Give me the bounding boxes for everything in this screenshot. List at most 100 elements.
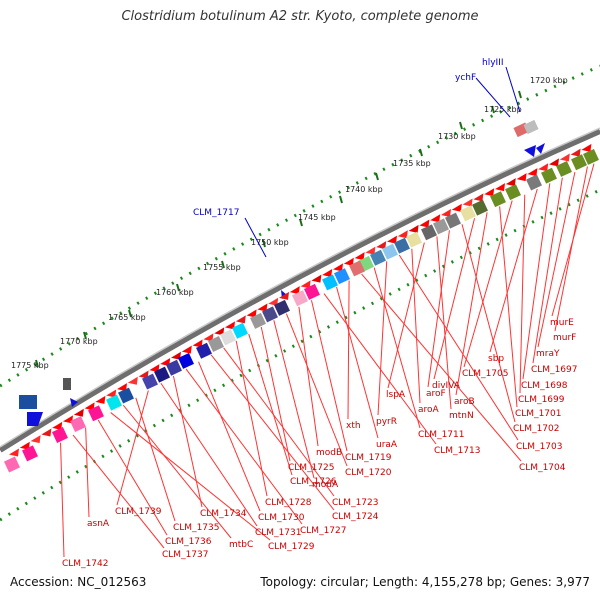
label-leader [160, 382, 258, 527]
label-leader [223, 347, 335, 497]
gene-arrow [70, 398, 78, 407]
gene-label: CLM_1739 [115, 507, 162, 517]
gene-arrow [516, 173, 527, 182]
label-leader [436, 236, 452, 410]
gene-label: CLM_1726 [290, 477, 337, 487]
gene-arrow [387, 235, 397, 244]
gene-arrow [430, 214, 441, 223]
scale-label: 1770 kbp [60, 337, 98, 346]
gene-arrow [333, 263, 343, 272]
scale-label: 1750 kbp [251, 238, 289, 247]
gene-arrow [570, 148, 581, 157]
gene-arrow [246, 309, 257, 318]
gene-arrow [160, 357, 171, 366]
gene-arrow [473, 193, 484, 202]
gene-label: CLM_1720 [345, 468, 392, 478]
gene-block [421, 224, 437, 241]
gene-arrow [214, 327, 225, 336]
gene-arrow [289, 286, 300, 295]
label-leader [475, 77, 511, 118]
label-leader [455, 212, 488, 396]
label-leader [60, 442, 65, 558]
label-leader [323, 293, 437, 445]
reverse-leaders [60, 163, 595, 558]
label-leader [387, 242, 425, 389]
gene-block [178, 352, 194, 369]
scale-ticks [35, 90, 522, 368]
label-leader [298, 306, 319, 447]
gene-block [232, 322, 248, 339]
label-leader [522, 183, 551, 380]
gene-label: CLM_1725 [288, 463, 334, 473]
label-leader [244, 217, 267, 258]
label-leader [97, 419, 168, 536]
gene-arrow [279, 291, 289, 300]
gene-label: CLM_1701 [515, 409, 561, 419]
gene-arrow [343, 257, 354, 266]
gene-block [274, 299, 290, 316]
gene-label: CLM_1723 [332, 498, 378, 508]
gene-block [349, 260, 365, 277]
gene-block [208, 336, 224, 353]
gene-arrow [300, 280, 311, 289]
gene-label: divIVA [432, 381, 461, 391]
gene-label: CLM_1730 [258, 513, 305, 523]
forward-features [19, 119, 545, 426]
label-leader [285, 313, 348, 467]
gene-label: CLM_1729 [268, 542, 315, 552]
gene-block [394, 237, 410, 254]
label-leader [461, 224, 516, 423]
accession-text: Accession: NC_012563 [10, 575, 147, 589]
label-leader [235, 340, 268, 497]
gene-block [445, 212, 461, 229]
gene-label: asnA [87, 519, 110, 529]
label-leader [310, 300, 348, 452]
gene-label: uraA [376, 440, 398, 450]
gene-arrow [376, 241, 387, 250]
gene-block [433, 218, 449, 235]
genome-summary-text: Topology: circular; Length: 4,155,278 bp… [260, 575, 590, 589]
gene-block [250, 312, 266, 329]
gene-block [166, 359, 182, 376]
map-title: Clostridium botulinum A2 str. Kyoto, com… [121, 9, 479, 24]
gene-arrow [235, 315, 246, 324]
gene-block [541, 167, 557, 184]
gene-arrow [138, 370, 149, 379]
label-leader [135, 397, 176, 522]
gene-arrow [559, 153, 570, 162]
label-leader [537, 171, 576, 348]
gene-arrow [192, 339, 203, 348]
gene-block [52, 426, 68, 443]
gene-arrow [203, 333, 214, 342]
gene-block [142, 373, 158, 390]
gene-arrow [524, 145, 536, 157]
gene-block [196, 342, 212, 359]
scale-label: 1720 kbp [530, 76, 568, 85]
gene-block [322, 274, 338, 291]
gene-label: mtnN [449, 411, 474, 421]
gene-block [526, 174, 542, 191]
gene-arrow [462, 198, 473, 207]
gene-arrow [117, 383, 127, 392]
label-leader [72, 434, 165, 549]
gene-arrow [225, 321, 235, 330]
scale-label: 1740 kbp [345, 185, 383, 194]
gene-block [382, 243, 398, 260]
gene-label: modA [312, 480, 339, 490]
gene-block [523, 119, 539, 135]
scale-label: 1760 kbp [156, 288, 194, 297]
gene-label: aroF [426, 389, 446, 399]
label-leader [248, 333, 293, 476]
gene-arrow [451, 203, 462, 212]
scale-label: 1765 kbp [108, 313, 146, 322]
gene-label: CLM_1699 [518, 395, 565, 405]
label-leader [554, 166, 588, 332]
label-leader [427, 230, 450, 388]
gene-arrow [149, 364, 160, 373]
gene-arrow [538, 163, 549, 172]
gene-arrow [52, 421, 63, 430]
label-leader [499, 206, 518, 408]
label-leader [411, 248, 421, 404]
